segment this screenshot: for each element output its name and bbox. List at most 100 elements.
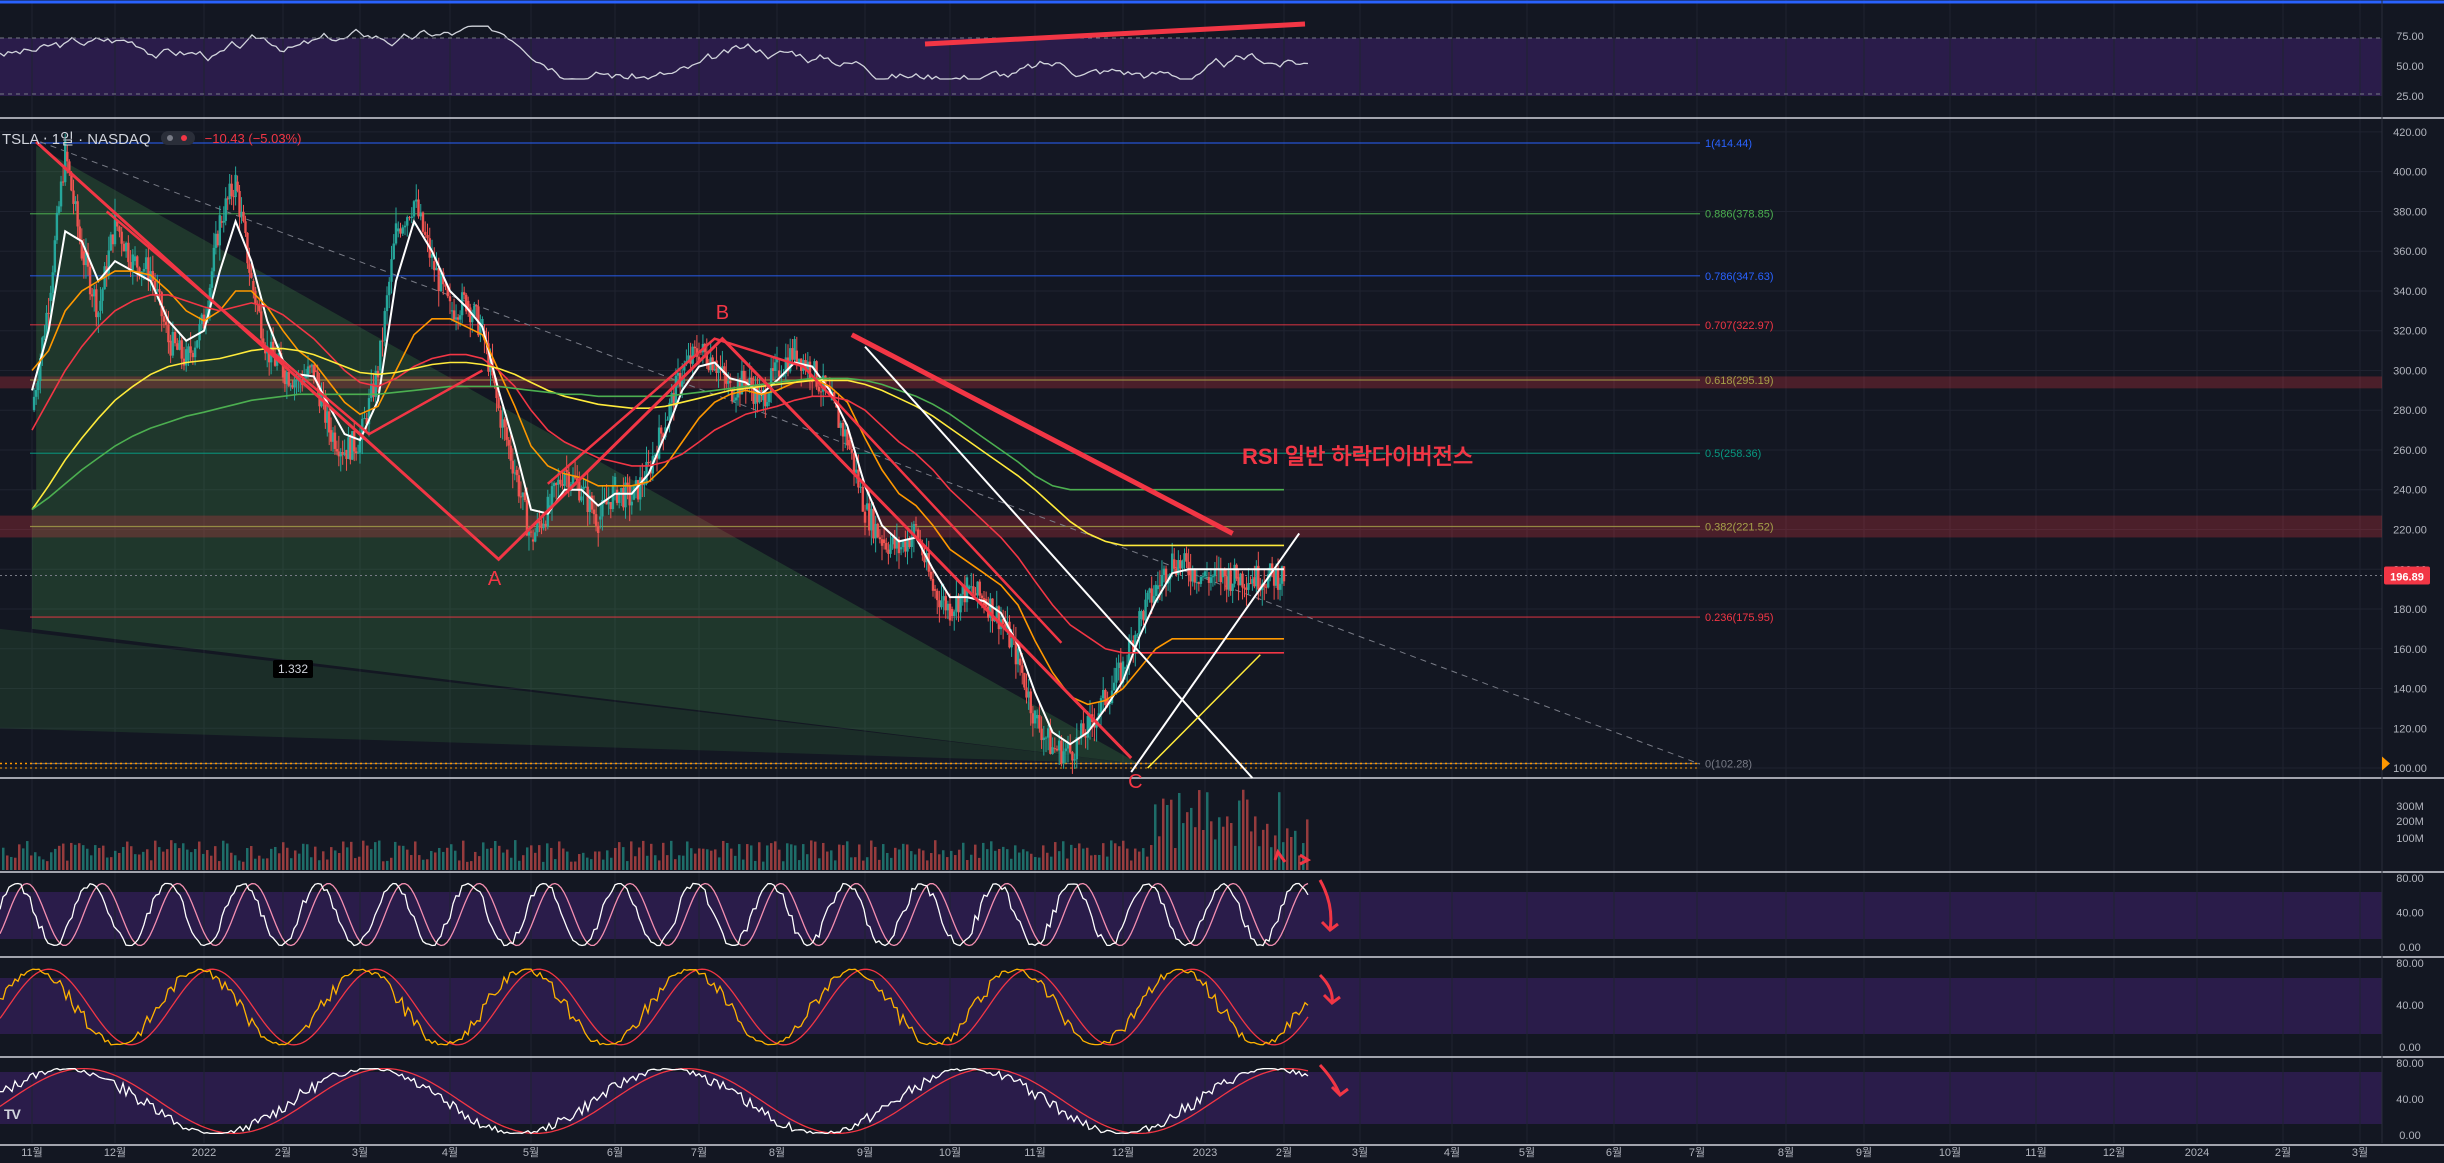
candle-body xyxy=(1018,658,1022,666)
volume-bar xyxy=(718,857,721,870)
volume-bar xyxy=(562,848,565,870)
candle-body xyxy=(222,220,225,223)
abc-wave-parallel-2 xyxy=(546,337,1063,644)
volume-bar xyxy=(1058,851,1061,870)
candle-body xyxy=(674,375,678,407)
volume-bar xyxy=(338,853,341,870)
candle-body xyxy=(955,595,958,612)
candle-body xyxy=(1121,661,1125,683)
volume-bar xyxy=(914,854,917,870)
candle-body xyxy=(412,201,416,217)
candle-body xyxy=(390,259,393,282)
candle-body xyxy=(1213,568,1217,577)
candle-body xyxy=(754,384,757,404)
candle-body xyxy=(693,346,696,349)
volume-bar xyxy=(970,854,973,870)
candle-body xyxy=(95,289,98,318)
candle-body xyxy=(353,431,356,452)
volume-bar xyxy=(1062,841,1065,870)
candle-body xyxy=(778,370,781,377)
candle-body xyxy=(855,469,858,473)
volume-bar xyxy=(450,844,453,870)
candle-body xyxy=(555,483,558,485)
candle-body xyxy=(1010,638,1013,648)
volume-bar xyxy=(874,846,877,870)
candle-body xyxy=(448,296,452,302)
volume-bar xyxy=(438,847,441,870)
stoch-rsi-line xyxy=(0,882,1309,947)
time-axis-tick: 3월 xyxy=(352,1146,368,1159)
volume-bar xyxy=(1202,829,1205,870)
time-axis-tick: 8월 xyxy=(1778,1146,1794,1159)
volume-bar xyxy=(842,845,845,870)
candle-body xyxy=(401,227,404,234)
candle-body xyxy=(940,600,943,608)
volume-bar xyxy=(302,843,305,870)
candle-body xyxy=(861,486,864,512)
candle-body xyxy=(426,234,429,239)
volume-bar xyxy=(486,848,489,870)
candle-body xyxy=(615,489,619,503)
candle-body xyxy=(768,393,771,403)
candle-body xyxy=(1073,759,1076,761)
osc2-band xyxy=(0,978,2382,1034)
candle-body xyxy=(1235,564,1238,579)
candle-body xyxy=(308,366,312,368)
candle-body xyxy=(1160,574,1164,586)
price-axis-tick: 300.00 xyxy=(2393,365,2427,377)
symbol-header[interactable]: TSLA ‧ 1일 · NASDAQ −10.43 (−5.03%) xyxy=(2,128,301,148)
volume-bar xyxy=(786,843,789,870)
candle-body xyxy=(1051,747,1054,754)
candle-body xyxy=(501,419,504,428)
candle-body xyxy=(242,211,245,222)
candle-body xyxy=(1199,576,1203,584)
price-axis-tick: 320.00 xyxy=(2393,326,2427,338)
candle-body xyxy=(169,340,172,356)
volume-bar xyxy=(134,854,137,870)
candle-body xyxy=(131,254,134,270)
volume-bar xyxy=(50,852,53,870)
candle-body xyxy=(691,346,694,364)
candle-body xyxy=(306,366,310,376)
candle-body xyxy=(666,419,669,421)
volume-bar xyxy=(726,842,729,870)
volume-bar xyxy=(606,850,609,870)
candle-body xyxy=(885,543,888,550)
volume-bar xyxy=(898,849,901,870)
candle-body xyxy=(193,347,197,358)
candle-body xyxy=(153,280,157,291)
volume-bar xyxy=(1254,816,1257,870)
candle-body xyxy=(1225,576,1228,590)
resistance-zone-upper xyxy=(0,376,2382,389)
candle-body xyxy=(980,595,984,599)
candle-body xyxy=(1209,577,1213,583)
candle-body xyxy=(481,319,484,325)
candle-body xyxy=(68,161,71,173)
candle-body xyxy=(122,243,126,252)
candle-body xyxy=(1113,682,1116,691)
price-change: −10.43 (−5.03%) xyxy=(204,130,302,146)
candle-body xyxy=(289,385,292,387)
volume-bar xyxy=(834,860,837,870)
candle-body xyxy=(624,482,627,508)
candle-body xyxy=(865,503,869,510)
tradingview-logo-icon[interactable]: TV xyxy=(4,1106,21,1122)
candle-body xyxy=(1119,662,1122,683)
volume-bar xyxy=(1022,849,1025,870)
volume-bar xyxy=(274,846,277,870)
volume-bar xyxy=(998,848,1001,870)
candle-body xyxy=(365,418,368,425)
volume-bar xyxy=(590,859,593,870)
time-axis-tick: 10월 xyxy=(1939,1146,1961,1159)
volume-bar xyxy=(510,857,513,870)
candle-body xyxy=(914,524,918,526)
candle-body xyxy=(1278,583,1282,590)
visibility-toggle-icon[interactable] xyxy=(160,131,195,145)
time-axis-tick: 12월 xyxy=(1112,1146,1134,1159)
symbol-title[interactable]: TSLA ‧ 1일 · NASDAQ xyxy=(2,130,151,148)
candle-body xyxy=(216,233,220,246)
volume-bar xyxy=(1094,854,1097,870)
rsi-divergence-line xyxy=(924,21,1306,47)
